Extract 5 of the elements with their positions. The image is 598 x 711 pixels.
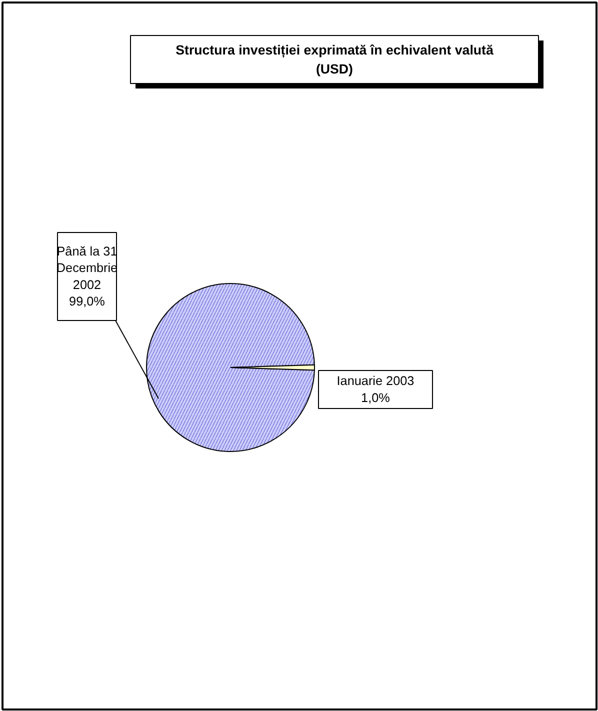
slice-label: Ianuarie 2003	[336, 374, 414, 388]
slice-label: Până la 31 Decembrie 2002	[56, 244, 118, 292]
data-label: 99,0%	[69, 294, 105, 309]
chart-title: Structura investiției exprimată în echivalent valută (USD)	[176, 42, 494, 76]
data-label: 1,0%	[361, 390, 390, 405]
